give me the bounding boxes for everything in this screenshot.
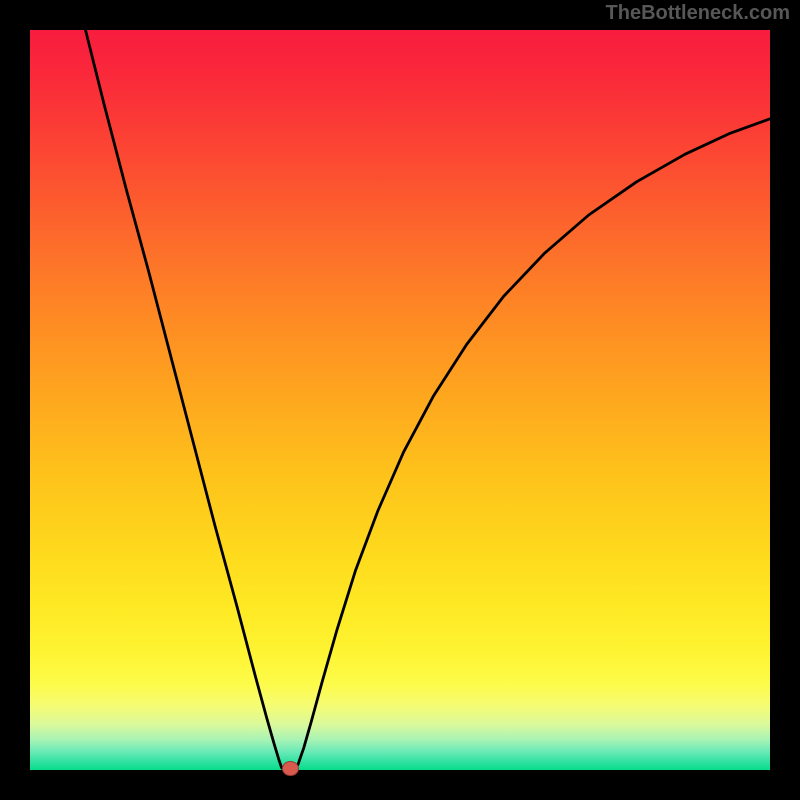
bottleneck-chart xyxy=(0,0,800,800)
optimum-marker xyxy=(282,762,298,776)
chart-container: { "watermark": { "text": "TheBottleneck.… xyxy=(0,0,800,800)
plot-background xyxy=(30,30,770,770)
watermark-text: TheBottleneck.com xyxy=(606,2,790,25)
